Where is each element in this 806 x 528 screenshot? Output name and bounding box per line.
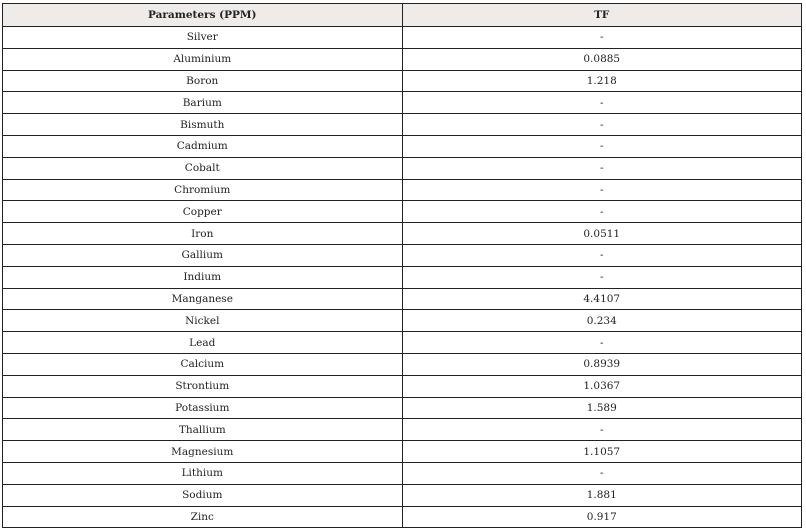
- table-row: Cobalt -: [2, 156, 803, 180]
- table-row: Boron 1.218: [2, 69, 803, 93]
- table-row: Indium -: [2, 265, 803, 289]
- tf-cell: -: [401, 418, 803, 442]
- table-row: Nickel 0.234: [2, 309, 803, 333]
- parameter-cell: Indium: [2, 265, 403, 289]
- table-row: Bismuth -: [2, 113, 803, 136]
- table-row: Calcium 0.8939: [2, 352, 803, 376]
- tf-cell: 0.917: [401, 505, 803, 528]
- parameter-cell: Nickel: [2, 309, 403, 333]
- tf-cell: 0.0511: [401, 222, 803, 245]
- parameter-cell: Potassium: [2, 396, 403, 420]
- table-row: Chromium -: [2, 178, 803, 202]
- table-row: Aluminium 0.0885: [2, 47, 803, 71]
- table-row: Strontium 1.0367: [2, 374, 803, 398]
- parameter-cell: Cobalt: [2, 156, 403, 180]
- table-row: Manganese 4.4107: [2, 287, 803, 311]
- parameter-cell: Strontium: [2, 374, 403, 398]
- parameter-cell: Chromium: [2, 178, 403, 202]
- tf-cell: 1.218: [401, 69, 803, 93]
- tf-cell: 0.8939: [401, 352, 803, 376]
- tf-cell: 1.1057: [401, 440, 803, 463]
- table-row: Iron 0.0511: [2, 222, 803, 245]
- parameter-cell: Lithium: [2, 461, 403, 485]
- table-row: Sodium 1.881: [2, 483, 803, 507]
- table-row: Copper -: [2, 200, 803, 224]
- tf-cell: -: [401, 178, 803, 202]
- tf-cell: -: [401, 113, 803, 136]
- parameter-cell: Barium: [2, 91, 403, 115]
- table-row: Silver -: [2, 26, 803, 49]
- tf-cell: 1.0367: [401, 374, 803, 398]
- parameter-cell: Aluminium: [2, 47, 403, 71]
- tf-cell: -: [401, 265, 803, 289]
- tf-cell: -: [401, 200, 803, 224]
- parameter-cell: Calcium: [2, 352, 403, 376]
- parameter-cell: Boron: [2, 69, 403, 93]
- parameter-cell: Manganese: [2, 287, 403, 311]
- header-tf: TF: [401, 3, 803, 27]
- tf-cell: 4.4107: [401, 287, 803, 311]
- tf-cell: -: [401, 134, 803, 158]
- parameter-cell: Gallium: [2, 243, 403, 267]
- tf-cell: 1.881: [401, 483, 803, 507]
- tf-cell: 0.234: [401, 309, 803, 333]
- tf-cell: -: [401, 461, 803, 485]
- tf-cell: -: [401, 26, 803, 49]
- data-table: Parameters (PPM) TF Silver - Aluminium 0.08…: [2, 3, 803, 528]
- parameter-cell: Bismuth: [2, 113, 403, 136]
- tf-cell: 0.0885: [401, 47, 803, 71]
- table-row: Gallium -: [2, 243, 803, 267]
- parameter-cell: Silver: [2, 26, 403, 49]
- table-row: Potassium 1.589: [2, 396, 803, 420]
- parameter-cell: Copper: [2, 200, 403, 224]
- table-row: Zinc 0.917: [2, 505, 803, 528]
- table-row: Lead -: [2, 331, 803, 354]
- table-row: Magnesium 1.1057: [2, 440, 803, 463]
- header-row: Parameters (PPM) TF: [2, 3, 803, 27]
- header-parameters: Parameters (PPM): [2, 3, 403, 27]
- table-row: Thallium -: [2, 418, 803, 442]
- parameter-cell: Cadmium: [2, 134, 403, 158]
- tf-cell: 1.589: [401, 396, 803, 420]
- parameter-cell: Zinc: [2, 505, 403, 528]
- parameter-cell: Magnesium: [2, 440, 403, 463]
- table-row: Barium -: [2, 91, 803, 115]
- parameter-cell: Iron: [2, 222, 403, 245]
- parameter-cell: Thallium: [2, 418, 403, 442]
- tf-cell: -: [401, 156, 803, 180]
- parameter-cell: Sodium: [2, 483, 403, 507]
- table-row: Lithium -: [2, 461, 803, 485]
- tf-cell: -: [401, 91, 803, 115]
- tf-cell: -: [401, 243, 803, 267]
- table-row: Cadmium -: [2, 134, 803, 158]
- tf-cell: -: [401, 331, 803, 354]
- parameter-cell: Lead: [2, 331, 403, 354]
